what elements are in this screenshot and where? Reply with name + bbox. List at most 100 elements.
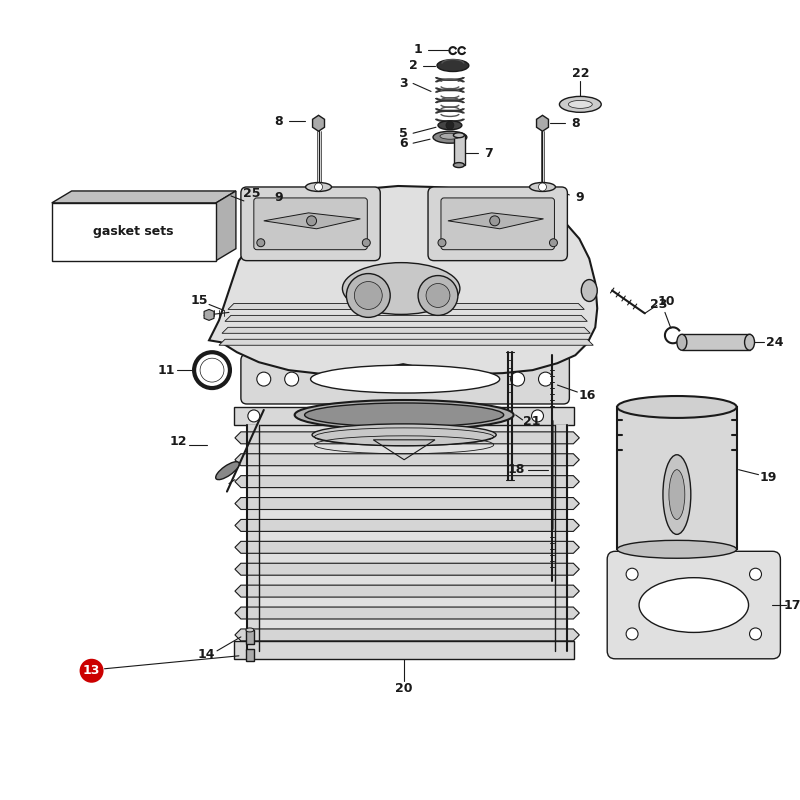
Circle shape [248, 410, 260, 422]
Ellipse shape [677, 334, 687, 350]
Bar [259, 425, 555, 651]
Polygon shape [235, 498, 579, 510]
Text: 22: 22 [571, 67, 589, 80]
FancyBboxPatch shape [241, 354, 570, 404]
Circle shape [257, 238, 265, 246]
Ellipse shape [639, 578, 749, 633]
Bar [52, 203, 216, 261]
Polygon shape [209, 186, 598, 374]
Polygon shape [235, 454, 579, 466]
Ellipse shape [433, 131, 467, 143]
Text: 14: 14 [198, 648, 215, 662]
Text: 9: 9 [575, 191, 584, 205]
Circle shape [490, 216, 500, 226]
Ellipse shape [216, 462, 239, 480]
Polygon shape [222, 327, 590, 334]
Polygon shape [264, 213, 360, 229]
Ellipse shape [454, 133, 464, 138]
Polygon shape [235, 476, 579, 487]
Text: 1: 1 [414, 43, 422, 56]
Text: 10: 10 [658, 295, 675, 308]
Ellipse shape [617, 540, 737, 558]
Polygon shape [225, 315, 587, 322]
FancyBboxPatch shape [428, 187, 567, 261]
Circle shape [418, 275, 458, 315]
Ellipse shape [437, 59, 469, 71]
FancyBboxPatch shape [241, 187, 380, 261]
Text: 18: 18 [508, 463, 526, 476]
Ellipse shape [454, 162, 464, 167]
Ellipse shape [617, 396, 737, 418]
FancyBboxPatch shape [441, 198, 554, 250]
Polygon shape [228, 303, 584, 310]
Polygon shape [313, 115, 325, 131]
Ellipse shape [582, 279, 598, 302]
Text: 17: 17 [783, 598, 800, 611]
Polygon shape [235, 629, 579, 641]
Text: 11: 11 [158, 364, 175, 377]
Circle shape [306, 216, 317, 226]
Circle shape [510, 372, 525, 386]
Ellipse shape [306, 182, 331, 191]
Polygon shape [448, 213, 543, 229]
Circle shape [346, 274, 390, 318]
Ellipse shape [669, 470, 685, 519]
Ellipse shape [568, 100, 592, 108]
Circle shape [438, 238, 446, 246]
Ellipse shape [663, 454, 691, 534]
Text: 7: 7 [484, 146, 493, 160]
Polygon shape [216, 191, 236, 261]
Text: 23: 23 [650, 298, 668, 311]
Circle shape [538, 372, 553, 386]
Circle shape [626, 568, 638, 580]
Bar [234, 407, 574, 425]
Text: 6: 6 [399, 137, 407, 150]
Text: 13: 13 [83, 664, 100, 678]
Polygon shape [235, 432, 579, 444]
Polygon shape [204, 310, 214, 320]
Polygon shape [235, 563, 579, 575]
Circle shape [285, 372, 298, 386]
Bar [617, 407, 737, 550]
Polygon shape [235, 607, 579, 619]
Ellipse shape [294, 400, 514, 430]
Circle shape [314, 183, 322, 191]
Ellipse shape [312, 424, 496, 446]
Circle shape [354, 282, 382, 310]
Text: 3: 3 [399, 77, 407, 90]
Circle shape [538, 183, 546, 191]
Text: 25: 25 [243, 187, 261, 201]
Polygon shape [235, 585, 579, 597]
Text: 24: 24 [766, 336, 783, 349]
Text: 20: 20 [395, 682, 413, 695]
Circle shape [750, 628, 762, 640]
Text: gasket sets: gasket sets [93, 226, 174, 238]
Text: 2: 2 [409, 59, 418, 72]
FancyBboxPatch shape [607, 551, 781, 659]
Circle shape [257, 372, 270, 386]
Circle shape [750, 568, 762, 580]
Bar [234, 641, 574, 659]
Circle shape [200, 358, 224, 382]
Bar [682, 334, 750, 350]
Polygon shape [235, 519, 579, 531]
Circle shape [426, 283, 450, 307]
Text: 15: 15 [190, 294, 208, 307]
Text: 12: 12 [170, 435, 187, 448]
Circle shape [550, 238, 558, 246]
Text: 16: 16 [578, 389, 596, 402]
Text: 5: 5 [398, 126, 407, 140]
Ellipse shape [246, 628, 254, 632]
Polygon shape [52, 191, 236, 203]
Circle shape [531, 410, 543, 422]
Ellipse shape [745, 334, 754, 350]
Circle shape [446, 122, 454, 130]
Ellipse shape [438, 121, 462, 130]
Ellipse shape [559, 96, 602, 112]
Polygon shape [235, 542, 579, 554]
Polygon shape [537, 115, 549, 131]
Text: 9: 9 [274, 191, 283, 205]
Text: 19: 19 [760, 471, 777, 484]
Ellipse shape [310, 365, 500, 393]
FancyBboxPatch shape [254, 198, 367, 250]
